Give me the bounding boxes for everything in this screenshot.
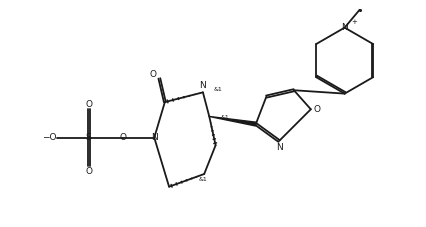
- Text: O: O: [149, 70, 156, 79]
- Text: S: S: [86, 133, 91, 142]
- Text: &1: &1: [213, 87, 222, 92]
- Text: +: +: [350, 19, 356, 25]
- Text: −O: −O: [42, 133, 57, 142]
- Text: N: N: [275, 143, 282, 152]
- Text: O: O: [313, 105, 320, 114]
- Text: N: N: [199, 81, 206, 90]
- Text: O: O: [119, 133, 126, 142]
- Text: N: N: [340, 23, 347, 32]
- Text: O: O: [85, 100, 92, 109]
- Text: &1: &1: [221, 115, 229, 120]
- Text: &1: &1: [198, 178, 207, 183]
- Text: O: O: [85, 167, 92, 176]
- Text: N: N: [150, 133, 157, 142]
- Polygon shape: [209, 116, 256, 126]
